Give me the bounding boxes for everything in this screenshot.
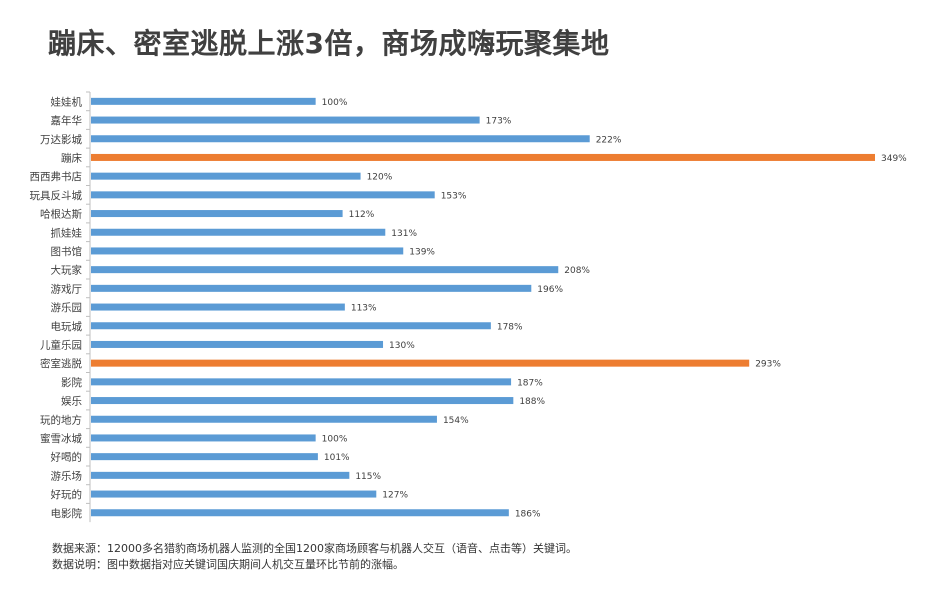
value-label: 173%	[486, 117, 512, 127]
bar	[91, 397, 514, 405]
value-label: 130%	[389, 341, 415, 351]
value-label: 115%	[355, 472, 381, 482]
value-label: 100%	[322, 434, 348, 444]
bar	[91, 116, 480, 124]
value-label: 188%	[519, 397, 545, 407]
category-label: 好喝的	[51, 451, 83, 464]
value-label: 113%	[351, 304, 377, 314]
category-label: 哈根达斯	[40, 208, 82, 221]
category-label: 娃娃机	[51, 95, 83, 108]
category-label: 好玩的	[51, 488, 83, 501]
category-label: 蹦床	[61, 151, 82, 164]
bar	[91, 247, 404, 255]
value-label: 112%	[349, 210, 375, 220]
category-label: 嘉年华	[51, 114, 83, 127]
value-label: 120%	[367, 173, 393, 183]
bar	[91, 191, 435, 199]
bar	[91, 434, 316, 442]
bar	[91, 359, 750, 367]
bar	[91, 303, 345, 311]
value-label: 222%	[596, 135, 622, 145]
value-label: 186%	[515, 509, 541, 519]
data-source-note: 数据来源：12000多名猎豹商场机器人监测的全国1200家商场顾客与机器人交互（…	[52, 542, 577, 555]
bar	[91, 266, 559, 274]
bar	[91, 340, 384, 348]
bar	[91, 135, 590, 143]
category-label: 影院	[61, 376, 82, 389]
category-label: 玩的地方	[40, 413, 82, 426]
bar	[91, 172, 361, 180]
value-label: 208%	[564, 266, 590, 276]
chart-notes: 数据来源：12000多名猎豹商场机器人监测的全国1200家商场顾客与机器人交互（…	[52, 541, 577, 573]
bar	[91, 490, 377, 498]
category-label: 娱乐	[61, 395, 82, 408]
value-label: 100%	[322, 98, 348, 108]
category-label: 抓娃娃	[51, 226, 83, 239]
bar	[91, 153, 875, 161]
value-label: 178%	[497, 322, 523, 332]
category-label: 图书馆	[51, 245, 83, 258]
category-label: 西西弗书店	[30, 170, 83, 183]
bar-chart: 娃娃机 100% 嘉年华 173% 万达影城 222% 蹦床 349% 西西弗书店 120% 玩具反…	[30, 91, 907, 523]
value-label: 196%	[537, 285, 563, 295]
value-label: 131%	[391, 229, 417, 239]
category-label: 游戏厅	[51, 282, 83, 295]
bar	[91, 97, 316, 105]
chart-title: 蹦床、密室逃脱上涨3倍，商场成嗨玩聚集地	[48, 27, 610, 60]
value-label: 127%	[382, 491, 408, 501]
category-label: 万达影城	[40, 133, 82, 146]
category-label: 游乐园	[51, 301, 83, 314]
data-explanation-note: 数据说明：图中数据指对应关键词国庆期间人机交互量环比节前的涨幅。	[52, 558, 404, 571]
value-label: 293%	[755, 360, 781, 370]
value-label: 349%	[881, 154, 907, 164]
category-label: 电影院	[51, 507, 83, 520]
category-label: 儿童乐园	[40, 338, 82, 351]
category-label: 大玩家	[51, 264, 83, 277]
bar	[91, 210, 343, 218]
value-label: 187%	[517, 378, 543, 388]
bar	[91, 284, 532, 292]
bar	[91, 453, 318, 461]
bar	[91, 415, 437, 423]
bar	[91, 509, 509, 517]
category-label: 蜜雪冰城	[40, 432, 82, 445]
bar	[91, 322, 491, 330]
bar	[91, 378, 512, 386]
category-label: 游乐场	[51, 469, 83, 482]
bar	[91, 471, 350, 479]
category-label: 玩具反斗城	[30, 190, 83, 202]
value-label: 153%	[441, 191, 467, 201]
category-label: 电玩城	[51, 320, 83, 333]
value-label: 154%	[443, 416, 469, 426]
bar	[91, 228, 386, 236]
value-label: 139%	[409, 247, 435, 257]
value-label: 101%	[324, 453, 350, 463]
category-label: 密室逃脱	[40, 357, 82, 370]
